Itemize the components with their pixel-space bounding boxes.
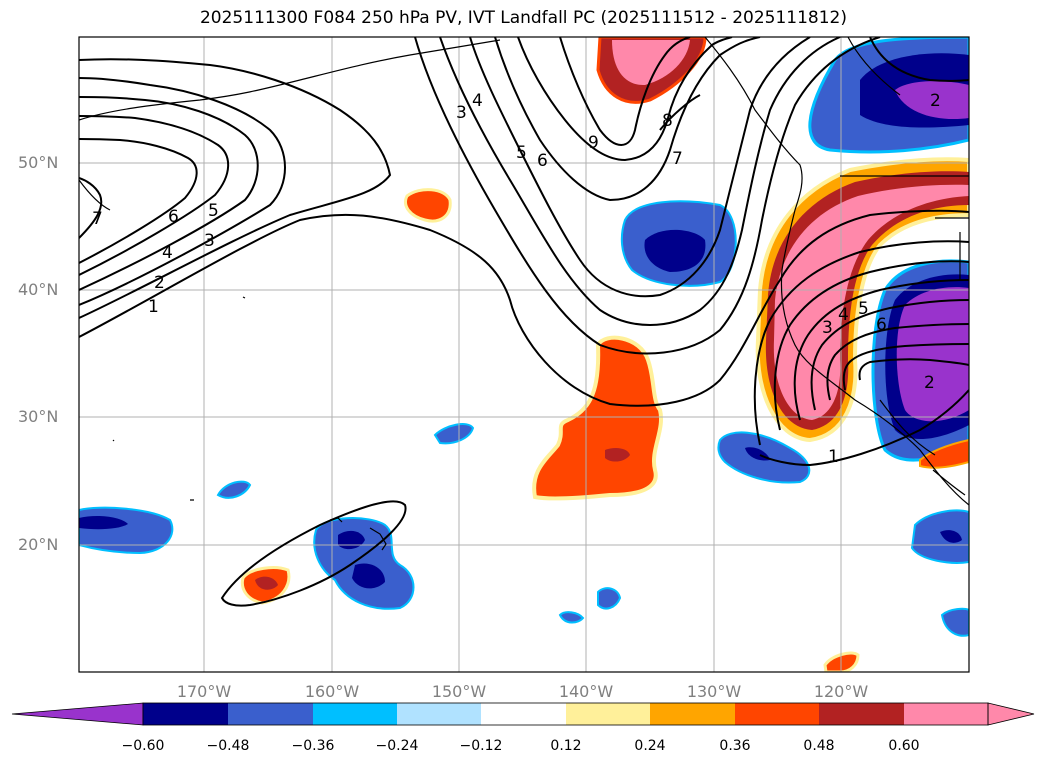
colorbar-tick-label: 0.12 — [550, 738, 582, 754]
contour-label: 9 — [588, 133, 599, 153]
contour-label: 7 — [92, 209, 103, 229]
colorbar-extend-max — [987, 702, 1035, 726]
contour-label: 6 — [537, 151, 548, 171]
lat-label: 50°N — [18, 153, 59, 172]
contour-label: 2 — [154, 273, 165, 293]
contour-label: 3 — [204, 231, 215, 251]
lon-label: 120°W — [813, 682, 869, 701]
contour-label: 1 — [148, 297, 159, 317]
map-frame — [78, 36, 970, 673]
lon-label: 170°W — [176, 682, 232, 701]
contour-label: 2 — [930, 91, 941, 111]
colorbar-tick-label: −0.36 — [291, 738, 335, 754]
colorbar-bin — [313, 703, 397, 725]
colorbar-tick-label: −0.48 — [206, 738, 250, 754]
lon-label: 160°W — [304, 682, 360, 701]
lon-label: 130°W — [686, 682, 742, 701]
coastlines — [79, 37, 969, 551]
lat-label: 30°N — [18, 407, 59, 426]
colorbar-bin — [143, 703, 228, 725]
contour-label: 7 — [672, 149, 683, 169]
contour-label: 8 — [662, 111, 673, 131]
lat-label: 20°N — [18, 535, 59, 554]
colorbar-bin — [650, 703, 735, 725]
colorbar-tick-label: −0.24 — [375, 738, 419, 754]
lat-label: 40°N — [18, 280, 59, 299]
contour-label: 6 — [876, 315, 887, 335]
colorbar-bin — [735, 703, 819, 725]
contour-label: 4 — [472, 91, 483, 111]
pv-shading — [79, 37, 969, 672]
contour-label: 3 — [456, 103, 467, 123]
ivt-contours — [79, 37, 969, 607]
contour-label: 4 — [838, 305, 849, 325]
contour-label: 2 — [924, 373, 935, 393]
plot-title: 2025111300 F084 250 hPa PV, IVT Landfall… — [199, 8, 847, 28]
colorbar-bin — [819, 703, 904, 725]
colorbar-tick-label: 0.24 — [634, 738, 666, 754]
colorbar-tick-label: −0.12 — [459, 738, 503, 754]
contour-label: 1 — [828, 447, 839, 467]
graticule — [79, 37, 969, 672]
colorbar-tick-label: 0.60 — [888, 738, 920, 754]
colorbar-bin — [397, 703, 481, 725]
colorbar-tick-label: −0.60 — [121, 738, 165, 754]
colorbar-tick-label: 0.48 — [803, 738, 835, 754]
colorbar — [11, 702, 1035, 726]
contour-label: 5 — [858, 299, 869, 319]
contour-label: 5 — [516, 143, 527, 163]
contour-label: 4 — [162, 243, 173, 263]
colorbar-tick-label: 0.36 — [719, 738, 751, 754]
contour-label: 6 — [168, 207, 179, 227]
colorbar-bin — [904, 703, 988, 725]
lon-label: 140°W — [558, 682, 614, 701]
colorbar-bin — [228, 703, 313, 725]
contour-label-group: 7 6 5 4 3 2 1 3 4 5 6 9 8 7 1 3 4 5 6 2 … — [92, 91, 941, 467]
colorbar-bin — [481, 703, 566, 725]
lon-label: 150°W — [431, 682, 487, 701]
contour-label: 3 — [822, 318, 833, 338]
colorbar-extend-min — [11, 702, 144, 726]
contour-label: 5 — [208, 201, 219, 221]
colorbar-bin — [566, 703, 650, 725]
